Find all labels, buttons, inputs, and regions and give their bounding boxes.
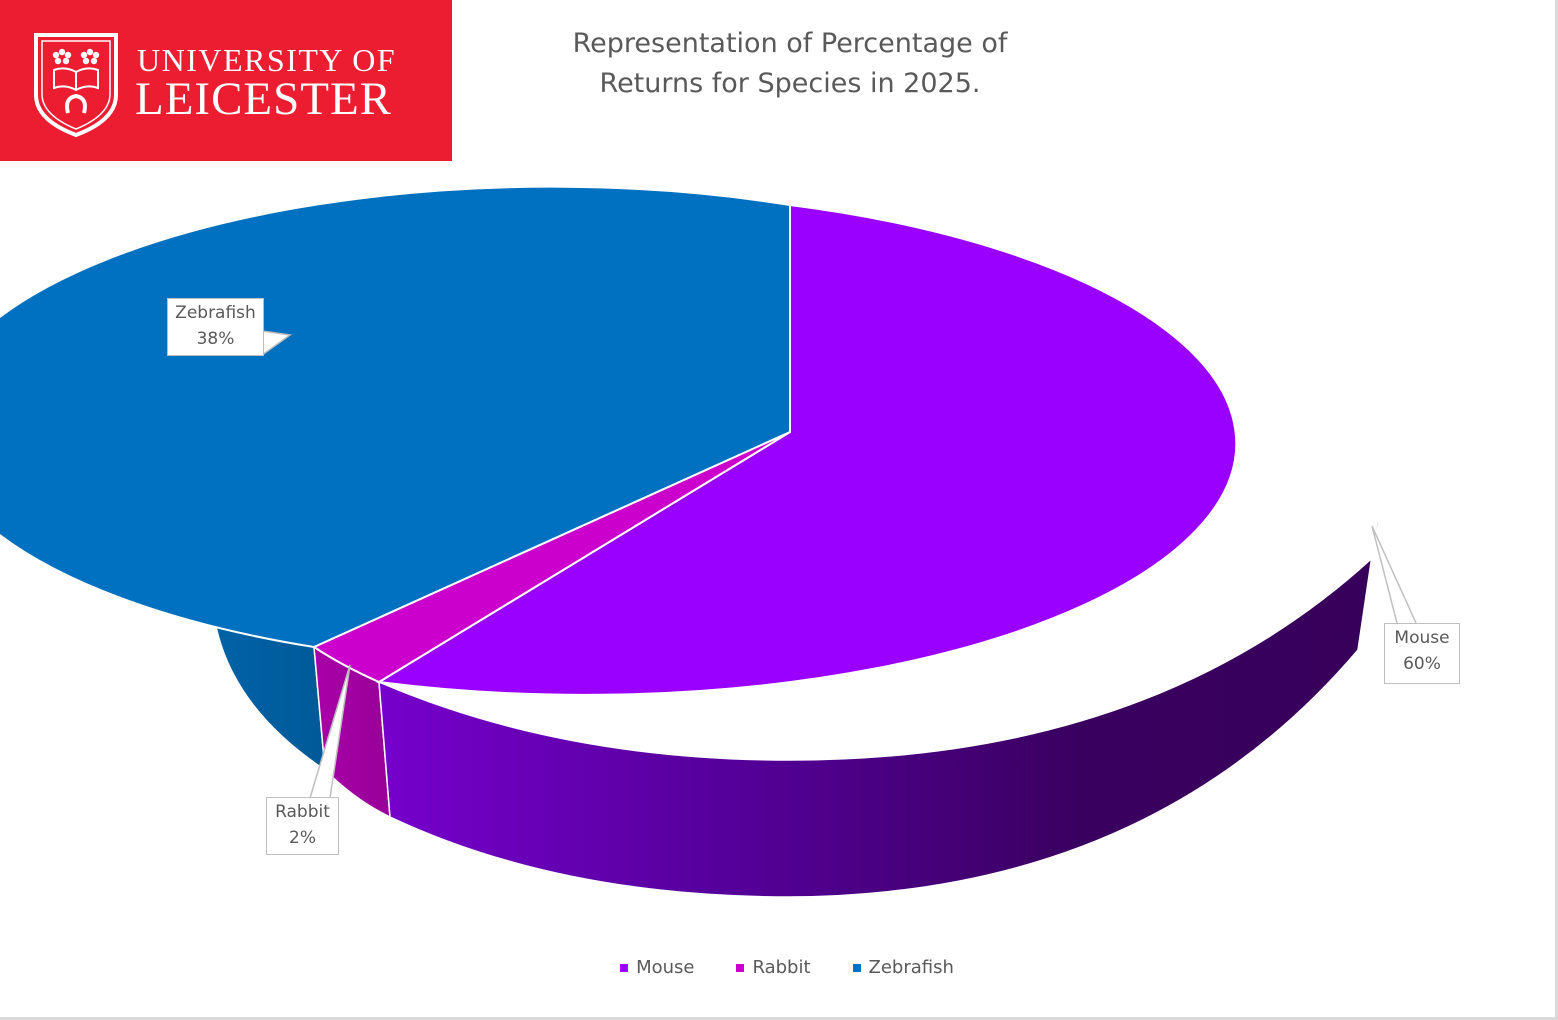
mouse-label-name: Mouse [1394,628,1450,648]
legend-item-rabbit[interactable]: Rabbit [736,957,811,978]
logo-text-university-of: UNIVERSITY OF [137,42,397,78]
legend-swatch-zebrafish [852,963,861,972]
mouse-data-label: Mouse 60% [1384,623,1460,684]
zebrafish-data-label: Zebrafish 38% [167,298,264,356]
zebrafish-label-value: 38% [196,329,235,349]
crest-icon [34,33,118,138]
legend-item-zebrafish[interactable]: Zebrafish [852,957,954,978]
mouse-leader-line [1371,525,1417,624]
rabbit-label-value: 2% [289,828,316,848]
legend-swatch-rabbit [736,963,745,972]
legend-item-mouse[interactable]: Mouse [620,957,694,978]
legend-label-rabbit: Rabbit [752,957,811,978]
zebrafish-label-name: Zebrafish [175,303,256,323]
legend-swatch-mouse [620,963,629,972]
chart-legend: Mouse Rabbit Zebrafish [0,957,1558,978]
rabbit-leader-line [309,664,351,799]
chart-title: Representation of Percentage of Returns … [480,24,1100,104]
mouse-slice-side[interactable] [378,512,1380,898]
university-logo: UNIVERSITY OF LEICESTER [0,0,452,161]
rabbit-label-name: Rabbit [275,802,330,822]
legend-label-mouse: Mouse [636,957,695,978]
mouse-slice[interactable] [376,203,1237,696]
chart-title-line1: Representation of Percentage of [572,28,1008,59]
chart-title-line2: Returns for Species in 2025. [599,68,981,99]
rabbit-data-label: Rabbit 2% [266,797,339,855]
logo-text-leicester: LEICESTER [135,73,393,125]
legend-label-zebrafish: Zebrafish [868,957,954,978]
mouse-label-value: 60% [1403,654,1441,674]
